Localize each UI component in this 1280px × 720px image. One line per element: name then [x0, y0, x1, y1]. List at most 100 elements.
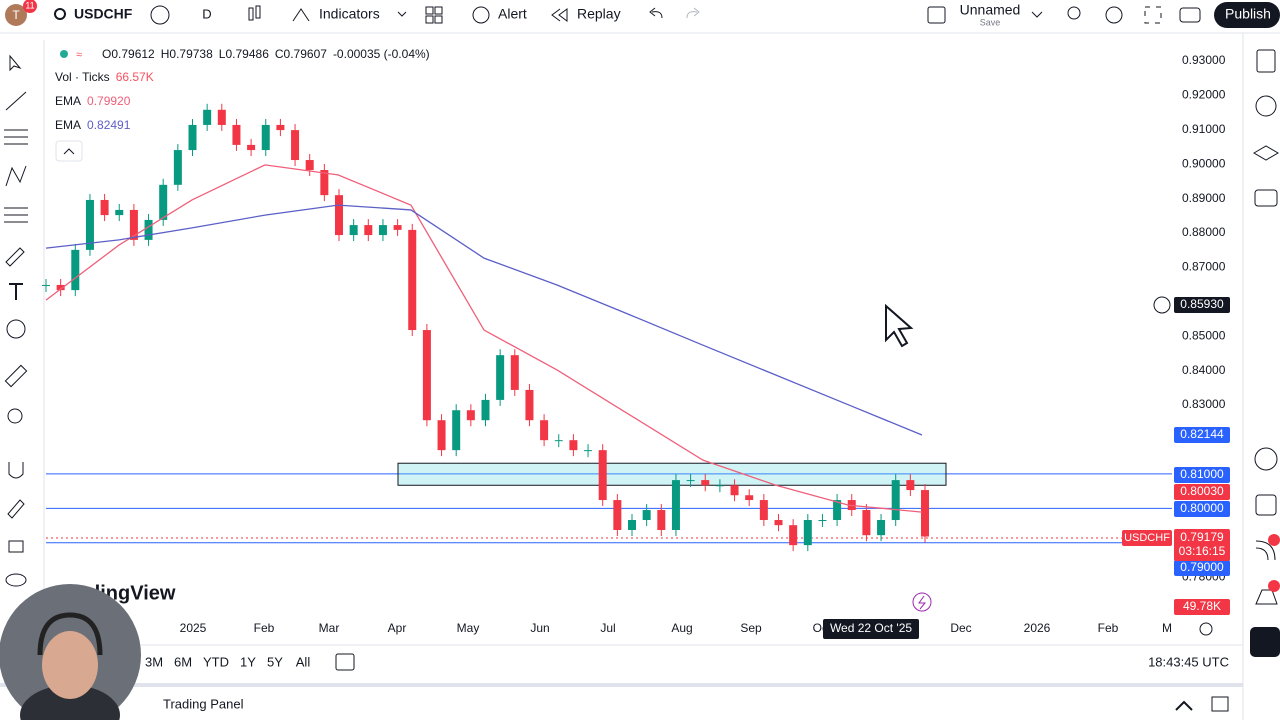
- candle: [305, 160, 314, 171]
- prediction-tool[interactable]: [4, 207, 28, 223]
- ohlc-key: O: [102, 47, 111, 61]
- alerts-panel[interactable]: [1255, 95, 1277, 117]
- templates-icon[interactable]: [434, 15, 443, 24]
- hide-tool[interactable]: [5, 573, 27, 587]
- x-tick-label: Sep: [740, 621, 762, 635]
- webcam-shirt: [20, 685, 120, 720]
- clock: 18:43:45 UTC: [1148, 654, 1229, 669]
- object-tree[interactable]: [1253, 145, 1279, 161]
- candle: [891, 480, 900, 521]
- candle: [261, 124, 270, 151]
- status-dot: [60, 50, 68, 58]
- chats[interactable]: [1254, 189, 1278, 207]
- avatar[interactable]: [5, 4, 27, 26]
- cursor-tool[interactable]: [9, 54, 22, 72]
- indicators[interactable]: Indicators: [319, 6, 380, 22]
- candle: [393, 225, 402, 230]
- symbol[interactable]: USDCHF: [74, 6, 133, 22]
- search-icon[interactable]: [54, 8, 66, 20]
- maximize-panel[interactable]: [1211, 696, 1229, 712]
- range-button[interactable]: 6M: [174, 654, 192, 669]
- save[interactable]: Save: [980, 17, 1001, 27]
- templates-icon[interactable]: [425, 15, 434, 24]
- crosshair-date: Wed 22 Oct '25: [830, 621, 912, 635]
- collapse-legend[interactable]: [55, 140, 83, 162]
- price-tag-label: 0.82144: [1180, 427, 1224, 441]
- settings[interactable]: [1105, 6, 1123, 24]
- streams[interactable]: [1255, 540, 1276, 561]
- events-icon[interactable]: [912, 592, 932, 612]
- price-tag: [1174, 599, 1230, 615]
- candle: [877, 520, 886, 536]
- axis-settings[interactable]: [1199, 622, 1213, 636]
- pattern-tool[interactable]: [5, 165, 27, 187]
- measure-tool[interactable]: [4, 364, 28, 388]
- x-tick-label: Mar: [319, 621, 340, 635]
- templates-icon[interactable]: [425, 6, 434, 15]
- range-button[interactable]: 5Y: [267, 654, 283, 669]
- layout-icon[interactable]: [927, 6, 946, 24]
- candle: [584, 450, 593, 452]
- snapshot[interactable]: [1179, 7, 1201, 23]
- range-button[interactable]: 3M: [145, 654, 163, 669]
- candle: [774, 520, 783, 526]
- fib-tool[interactable]: [4, 129, 28, 145]
- ohlc-value: 0.79486: [225, 47, 269, 61]
- replay-icon[interactable]: [551, 8, 568, 22]
- y-tick-label: 0.90000: [1182, 156, 1226, 170]
- layout-name[interactable]: Unnamed: [960, 2, 1021, 18]
- ohlc-value: 0.79607: [284, 47, 328, 61]
- date-range[interactable]: [335, 653, 355, 671]
- lock-tool[interactable]: [8, 540, 24, 553]
- templates-icon[interactable]: [434, 6, 443, 15]
- text-tool[interactable]: [9, 283, 23, 300]
- undo[interactable]: [649, 7, 663, 19]
- indicator-name: EMA: [55, 118, 81, 132]
- magnet-tool[interactable]: [8, 462, 24, 479]
- candle: [540, 420, 549, 441]
- replay[interactable]: Replay: [577, 6, 621, 22]
- watchlist[interactable]: [1256, 49, 1276, 73]
- zoom-tool[interactable]: [7, 408, 23, 424]
- price-tag-label: 49.78K: [1183, 599, 1221, 613]
- collapse-panel[interactable]: [1175, 700, 1193, 711]
- candle: [598, 450, 607, 501]
- brush-tool[interactable]: [5, 247, 25, 267]
- avatar-letter: T: [12, 8, 20, 22]
- x-tick-label: Jul: [600, 621, 615, 635]
- y-tick-label: 0.88000: [1182, 225, 1226, 239]
- publish: Publish: [1225, 6, 1271, 22]
- candle: [759, 500, 768, 521]
- candle: [188, 124, 197, 151]
- draw-mode[interactable]: [7, 499, 25, 519]
- indicators-icon[interactable]: [292, 8, 310, 22]
- candle: [349, 225, 358, 236]
- chart-type-icon[interactable]: [248, 7, 254, 21]
- calendar[interactable]: [1255, 494, 1277, 516]
- price-tag-label: 0.85930: [1180, 297, 1224, 311]
- trading-panel[interactable]: Trading Panel: [163, 696, 244, 711]
- dropdown[interactable]: [1031, 11, 1043, 18]
- alert[interactable]: Alert: [498, 6, 527, 22]
- publish-button[interactable]: [1214, 2, 1280, 28]
- candle: [628, 520, 636, 530]
- icon-tool[interactable]: [6, 319, 26, 339]
- range-button[interactable]: 1Y: [240, 654, 256, 669]
- candle: [818, 520, 827, 522]
- crosshair-plus: [1153, 296, 1171, 314]
- price-tag: [1174, 501, 1230, 517]
- screener[interactable]: [1254, 447, 1278, 471]
- alert-icon[interactable]: [472, 6, 490, 24]
- chart-type-icon[interactable]: [255, 5, 261, 19]
- products-menu[interactable]: [1250, 627, 1280, 657]
- quick-search[interactable]: [1067, 6, 1081, 20]
- dropdown[interactable]: [397, 11, 407, 17]
- trend-line-tool[interactable]: [5, 91, 27, 111]
- redo[interactable]: [686, 7, 700, 19]
- candle: [100, 199, 109, 216]
- add-symbol[interactable]: [150, 5, 170, 25]
- fullscreen[interactable]: [1144, 6, 1162, 24]
- range-button[interactable]: All: [296, 654, 311, 669]
- range-button[interactable]: YTD: [203, 654, 229, 669]
- interval[interactable]: D: [202, 6, 211, 21]
